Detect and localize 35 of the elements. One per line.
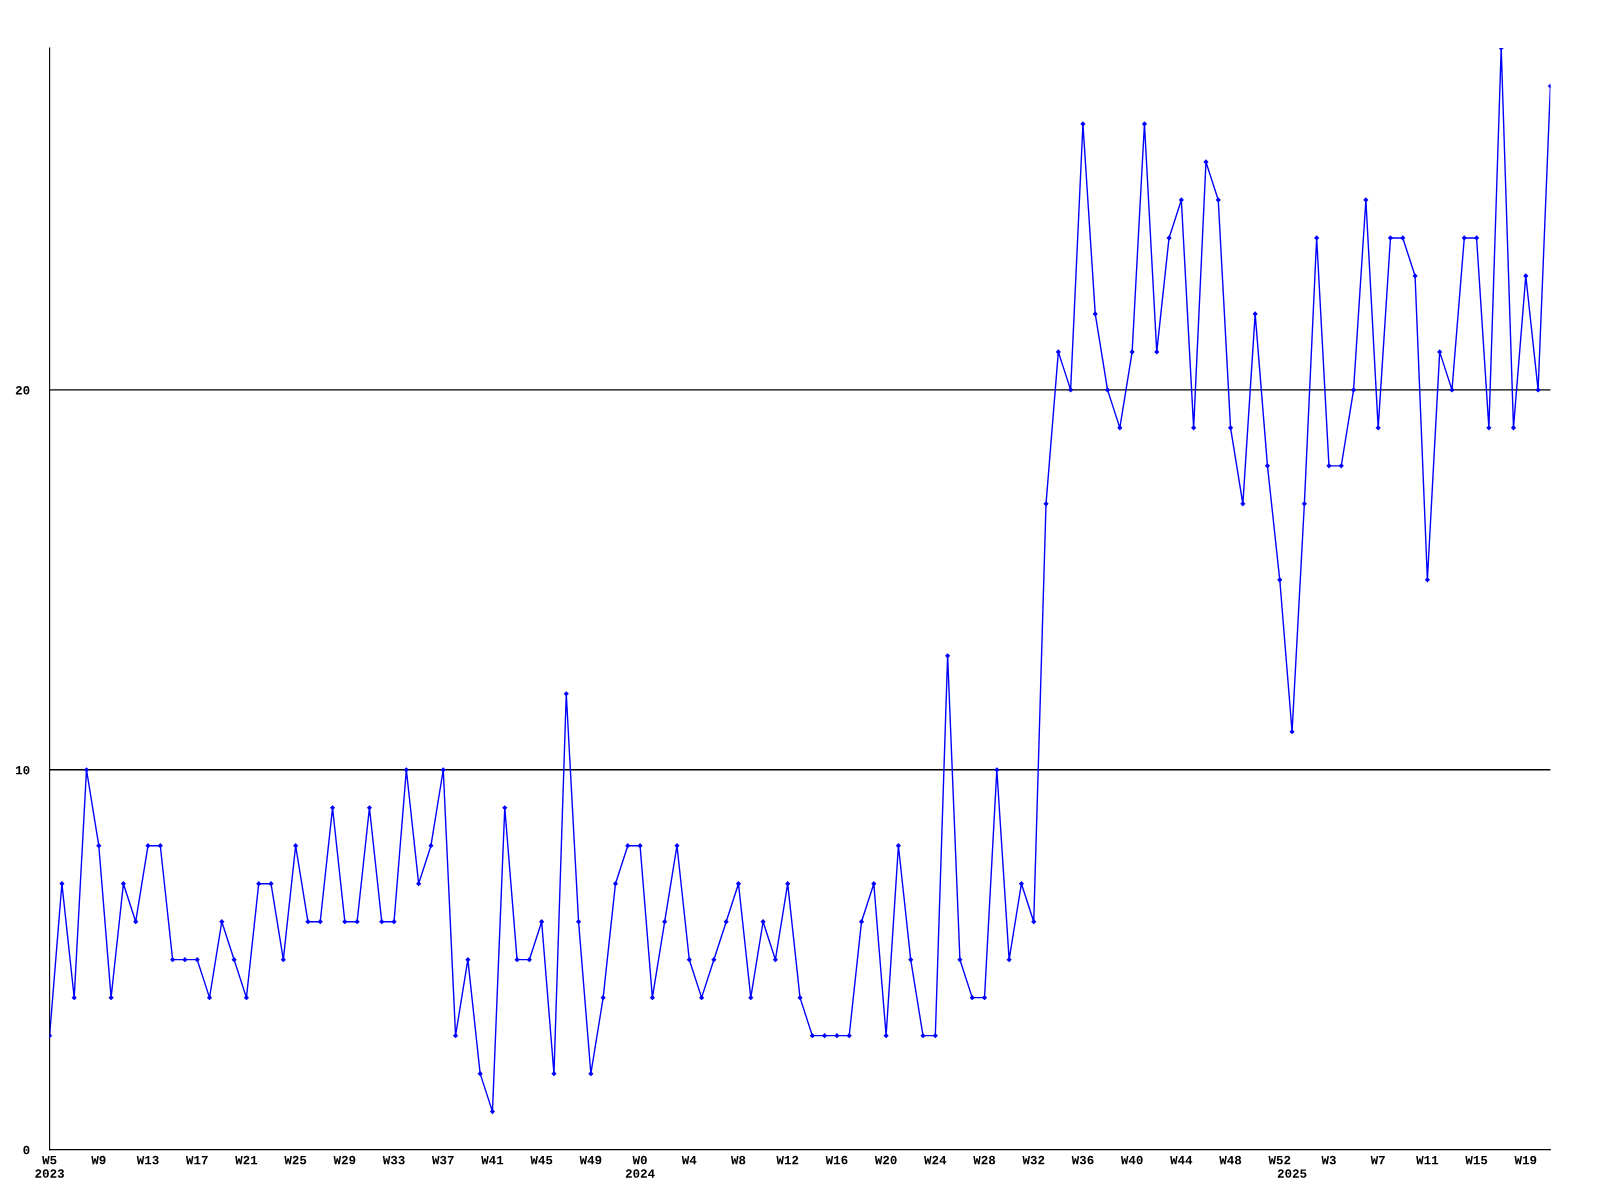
x-tick-label: W32 [1022, 1155, 1045, 1165]
y-tick-label: 20 [15, 386, 30, 395]
x-tick-label: W3 [1321, 1155, 1336, 1165]
x-tick-label: W48 [1219, 1155, 1242, 1165]
x-tick-label: W45 [530, 1155, 553, 1165]
x-tick-label: W19 [1514, 1155, 1537, 1165]
x-tick-label: W28 [973, 1155, 996, 1165]
x-tick-label: W41 [481, 1155, 504, 1165]
x-tick-label: W40 [1120, 1155, 1143, 1165]
x-tick-label: W11 [1416, 1155, 1439, 1165]
x-tick-label: W12 [776, 1155, 799, 1165]
x-tick-label: 2025 [1277, 1169, 1307, 1178]
x-tick-label: W17 [185, 1155, 208, 1165]
x-tick-label: W8 [730, 1155, 746, 1165]
x-tick-label: W21 [235, 1155, 258, 1165]
x-tick-label: W0 2024 [625, 1155, 655, 1178]
x-tick-label: W49 [579, 1155, 602, 1165]
x-tick-label: W33 [382, 1155, 405, 1165]
x-tick-label: W15 [1465, 1155, 1488, 1165]
x-tick-label: W25 [284, 1155, 307, 1165]
x-tick-label: W36 [1071, 1155, 1094, 1165]
x-tick-label: W29 [333, 1155, 356, 1165]
x-tick-label: W44 [1170, 1155, 1193, 1165]
x-tick-label: W7 [1370, 1155, 1385, 1165]
x-tick-label: W16 [825, 1155, 848, 1165]
x-tick-label: W20 [874, 1155, 897, 1165]
x-tick-label: W52 [1268, 1155, 1291, 1165]
x-tick-label: W24 [924, 1155, 947, 1165]
x-tick-label: W13 [136, 1155, 159, 1165]
x-tick-label: W37 [432, 1155, 454, 1165]
x-tick-label: W9 [91, 1155, 106, 1165]
y-tick-label: 10 [15, 765, 30, 775]
x-tick-label: W5 2023 [35, 1155, 64, 1178]
x-tick-label: W4 [681, 1155, 697, 1165]
y-tick-label: 0 [23, 1145, 30, 1155]
